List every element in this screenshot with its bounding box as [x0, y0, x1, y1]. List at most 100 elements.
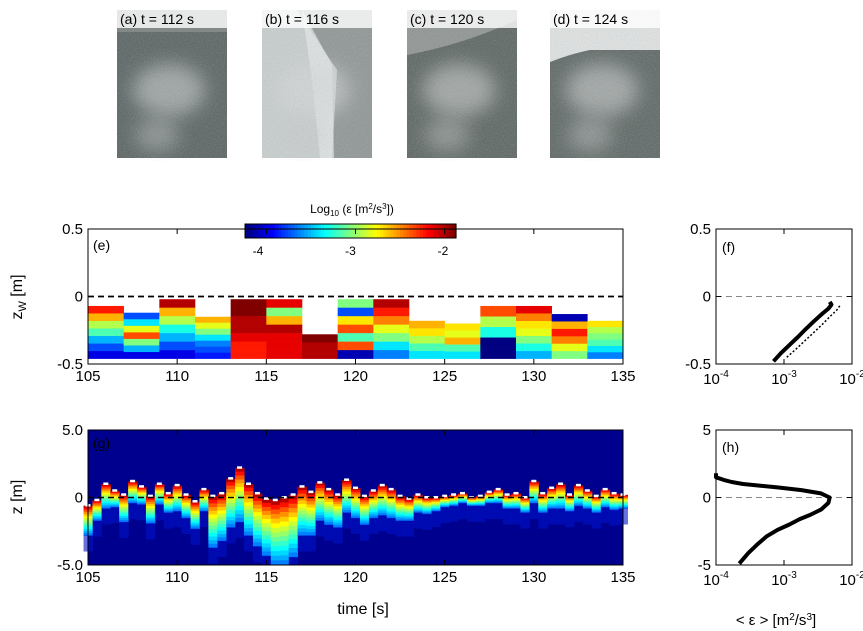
plume-cell [208, 503, 218, 508]
plume-cell [252, 512, 263, 517]
plume-cell [466, 498, 477, 500]
plume-cell [119, 500, 129, 504]
plume-cell [609, 501, 620, 504]
plume-cell [217, 527, 227, 532]
plume-cell [297, 486, 307, 491]
plume-cell [92, 516, 102, 519]
profile-lines [714, 473, 832, 565]
plume-cell [110, 505, 120, 508]
plume-cell [270, 509, 281, 515]
plume-cell [252, 497, 263, 502]
plume-cell [449, 495, 459, 497]
plume-cell [591, 505, 602, 508]
plume-cell [244, 516, 254, 522]
plume-cell [154, 495, 165, 498]
photo-label: (b) t = 116 s [265, 11, 339, 27]
plume-cell [440, 500, 450, 503]
plume-cell [163, 500, 174, 503]
plume-cell [92, 511, 102, 514]
plume-cell [458, 496, 468, 498]
plume-cell [333, 522, 343, 526]
plume-cell [502, 498, 513, 501]
plume-cell [458, 499, 468, 501]
plume-cell [154, 492, 165, 495]
plume-cell [565, 499, 575, 502]
plume-cell [386, 517, 397, 534]
plume-cell [208, 507, 218, 512]
plume-cell [556, 484, 566, 487]
colorbar-tick-label: -3 [345, 244, 356, 258]
plume-cell [315, 512, 325, 516]
plume-cell [101, 490, 111, 494]
plume-cell [288, 552, 299, 558]
plume-cell [199, 497, 209, 500]
plume-cell [297, 524, 307, 529]
plume-cell [484, 502, 495, 520]
plume-cell [422, 507, 432, 510]
plume-cell [609, 505, 620, 507]
plume-cell [431, 502, 441, 504]
profile-cell [123, 352, 160, 359]
plume-cell [368, 515, 379, 519]
plume-cell [101, 487, 111, 490]
plume-cell [342, 484, 352, 488]
plume-cell [342, 505, 352, 509]
plume-cell [458, 498, 468, 501]
plume-cell [279, 497, 290, 503]
plume-cell [261, 519, 272, 524]
panel-e: 105 110 115 120 125 130 135 0.5 0 -0.5 (e) zW [m] [9, 221, 636, 385]
surface-marker [174, 483, 180, 487]
profile-cell [266, 324, 303, 334]
plume-cell [217, 517, 227, 521]
plume-cell [279, 550, 290, 556]
plume-cell [235, 510, 245, 515]
plume-cell [359, 496, 370, 499]
plume-cell [386, 509, 397, 513]
x-tick-label: 105 [75, 368, 100, 385]
plume-cell [270, 514, 281, 520]
plume-cell [449, 505, 459, 522]
plume-cell [226, 523, 236, 528]
plume-cell [440, 499, 450, 501]
surface-marker [219, 491, 225, 495]
panel-label: (f) [722, 239, 735, 255]
plume-cell [270, 537, 281, 543]
plume-cell [395, 501, 406, 504]
plume-cell [609, 494, 620, 497]
plume-cell [422, 499, 432, 502]
plume-cell [493, 491, 504, 493]
plume-cell [582, 504, 593, 507]
plume-cell [261, 498, 272, 504]
plume-cell [377, 510, 388, 514]
surface-marker [147, 494, 153, 498]
plume-cell [431, 499, 441, 501]
plume-cell [609, 499, 620, 501]
plume-cell [137, 491, 147, 494]
plume-cell [449, 502, 459, 504]
plume-cell [315, 485, 325, 489]
plume-cell [172, 509, 183, 512]
dissipation-profile-cells [88, 299, 624, 359]
plume-cell [119, 521, 129, 538]
plume-cell [306, 501, 316, 505]
plume-cell [244, 484, 254, 489]
profile-cell [373, 299, 410, 308]
plume-cell [306, 529, 316, 533]
photo-frame: (a) t = 112 s [117, 10, 227, 158]
plume-cell [279, 502, 290, 508]
plume-cell [556, 489, 566, 492]
plume-cell [351, 507, 361, 510]
plume-cell [511, 508, 521, 525]
plume-cell [547, 495, 557, 498]
plume-cell [413, 502, 423, 505]
plume-cell [368, 498, 379, 501]
plume-cell [190, 526, 200, 530]
plume-cell [324, 504, 334, 508]
plume-cell [270, 532, 281, 538]
plume-cell [110, 496, 120, 499]
plume-cell [582, 499, 593, 502]
surface-marker [263, 497, 269, 500]
y-axis-label: zW [m] [9, 274, 29, 319]
plume-cell [279, 560, 290, 566]
plume-cell [440, 506, 450, 508]
